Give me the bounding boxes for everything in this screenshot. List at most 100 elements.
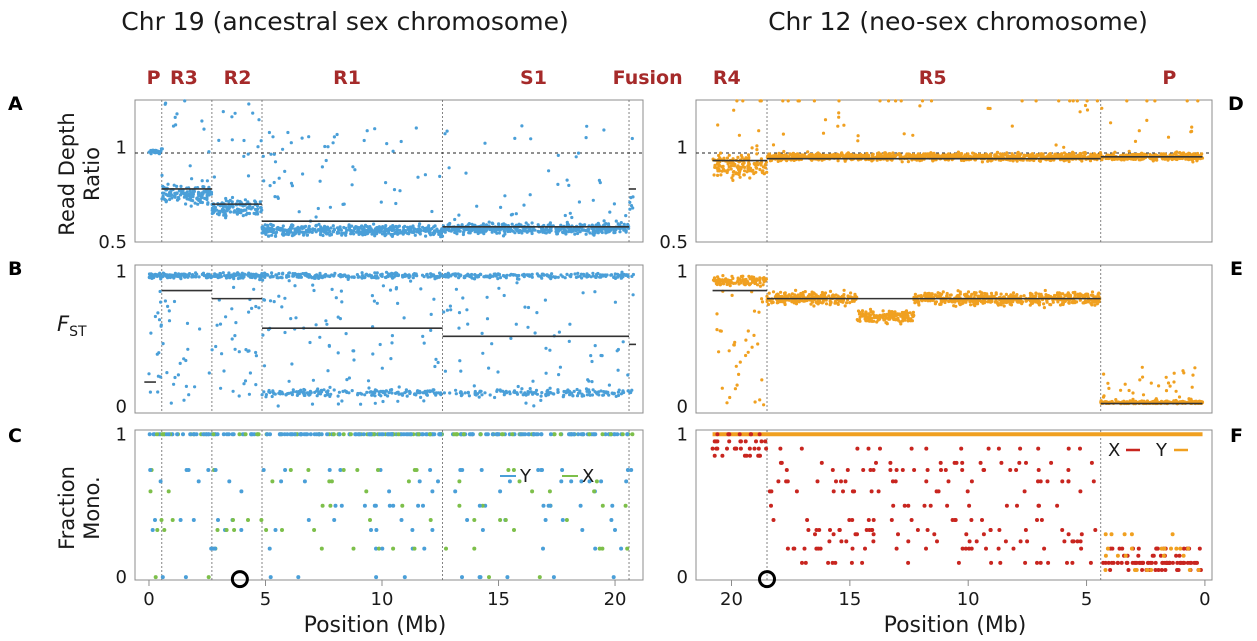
- data-point: [430, 489, 435, 494]
- data-point: [247, 392, 251, 396]
- data-point: [267, 546, 272, 551]
- data-point: [593, 390, 597, 394]
- data-point: [258, 276, 262, 280]
- data-point: [1030, 153, 1034, 157]
- data-point: [399, 432, 404, 437]
- data-point: [261, 278, 265, 282]
- data-point: [352, 232, 356, 236]
- data-point: [250, 306, 254, 310]
- data-point: [619, 546, 624, 551]
- data-point: [526, 390, 530, 394]
- data-point: [206, 468, 211, 472]
- data-point: [604, 222, 608, 226]
- data-point: [230, 195, 235, 200]
- data-point: [521, 393, 525, 397]
- data-point: [448, 391, 452, 395]
- data-point: [176, 273, 180, 277]
- data-point: [437, 232, 441, 236]
- data-point: [372, 299, 376, 303]
- data-point: [760, 300, 765, 304]
- data-point: [1001, 152, 1005, 156]
- data-point: [458, 359, 462, 363]
- data-point: [541, 503, 546, 508]
- data-point: [630, 274, 634, 278]
- data-point: [385, 142, 389, 146]
- data-point: [197, 198, 201, 202]
- data-point: [587, 432, 592, 437]
- data-point: [254, 304, 258, 309]
- data-point: [432, 388, 436, 392]
- position-marker-circle: [230, 570, 249, 589]
- data-point: [563, 276, 567, 280]
- data-point: [168, 197, 172, 202]
- data-point: [177, 197, 181, 201]
- data-point: [806, 150, 810, 154]
- data-point: [391, 225, 395, 229]
- data-point: [370, 232, 374, 236]
- data-point: [221, 271, 225, 275]
- data-point: [335, 226, 340, 230]
- data-point: [341, 432, 346, 437]
- data-point: [526, 325, 530, 329]
- data-point: [217, 209, 221, 213]
- data-point: [796, 99, 800, 103]
- data-point: [547, 169, 551, 173]
- data-point: [736, 155, 740, 159]
- data-point: [528, 229, 532, 233]
- data-point: [609, 273, 613, 277]
- data-point: [314, 323, 318, 327]
- data-point: [591, 388, 595, 392]
- data-point: [994, 154, 998, 158]
- data-point: [175, 184, 179, 188]
- data-point: [302, 387, 306, 392]
- data-point: [375, 271, 379, 275]
- data-point: [606, 390, 610, 394]
- data-point: [287, 279, 291, 283]
- data-point: [170, 196, 174, 200]
- y-tick-label: 1: [116, 262, 127, 283]
- data-point: [573, 232, 577, 236]
- data-point: [289, 223, 293, 228]
- data-point: [1125, 99, 1129, 103]
- data-point: [1078, 151, 1082, 156]
- data-point: [557, 330, 562, 334]
- data-point: [270, 394, 274, 399]
- data-point: [231, 518, 235, 522]
- data-point: [159, 300, 163, 304]
- data-point: [164, 192, 168, 196]
- data-point: [191, 518, 196, 522]
- data-point: [496, 277, 500, 281]
- data-point: [158, 479, 163, 484]
- data-point: [567, 183, 571, 187]
- data-point: [475, 204, 479, 208]
- data-point: [517, 230, 521, 235]
- data-point: [411, 224, 415, 228]
- data-point: [327, 479, 332, 484]
- data-point: [742, 173, 746, 177]
- data-point: [1083, 103, 1088, 108]
- data-point: [331, 432, 336, 437]
- data-point: [531, 228, 535, 232]
- data-point: [402, 316, 406, 320]
- data-point: [481, 222, 485, 226]
- data-point: [721, 167, 726, 171]
- data-point: [1102, 372, 1106, 376]
- data-point: [188, 164, 192, 168]
- data-point: [524, 401, 528, 405]
- data-point: [626, 373, 630, 377]
- data-point: [544, 371, 548, 375]
- data-point: [356, 228, 360, 232]
- data-point: [272, 152, 276, 156]
- data-point: [207, 272, 211, 276]
- data-point: [271, 135, 275, 139]
- data-point: [595, 229, 599, 233]
- data-point: [1127, 149, 1131, 153]
- data-point: [828, 153, 832, 157]
- data-point: [807, 154, 811, 158]
- data-point: [396, 432, 401, 437]
- data-point: [738, 360, 742, 364]
- data-point: [373, 391, 377, 395]
- data-point: [331, 141, 335, 145]
- data-point: [573, 272, 577, 276]
